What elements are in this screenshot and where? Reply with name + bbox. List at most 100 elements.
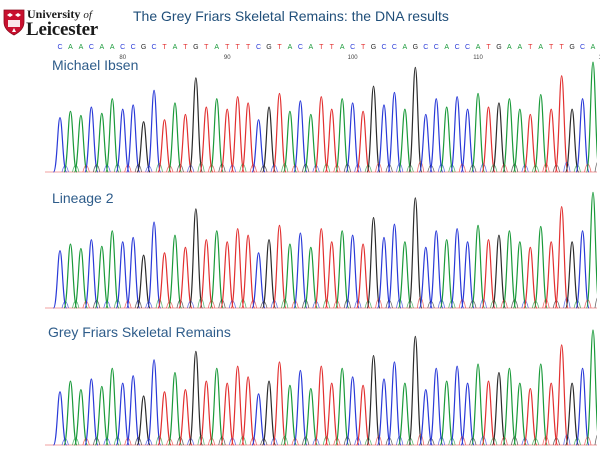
base-letter: A: [308, 44, 313, 51]
background-peak: [416, 296, 425, 309]
peak-C: [52, 116, 68, 173]
peak-C: [115, 241, 130, 309]
logo-leicester-text: Leicester: [26, 19, 99, 40]
background-peak: [134, 437, 143, 446]
peak-A: [282, 110, 297, 173]
page-title: The Grey Friars Skeletal Remains: the DN…: [133, 8, 449, 24]
background-peak: [542, 163, 550, 173]
background-peak: [197, 435, 205, 446]
peak-G: [136, 254, 151, 309]
background-peak: [437, 299, 446, 309]
peak-T: [157, 119, 172, 173]
position-tick-label: 100: [348, 55, 359, 61]
peak-A: [512, 108, 527, 173]
peak-G: [136, 121, 151, 173]
peak-T: [324, 108, 339, 173]
background-peak: [301, 436, 310, 446]
base-letter: A: [538, 44, 543, 51]
background-peak: [594, 161, 597, 173]
base-letter: T: [528, 44, 533, 51]
background-peak: [113, 163, 122, 173]
peak-C: [460, 241, 475, 309]
peak-T: [272, 361, 287, 446]
peak-C: [450, 228, 465, 309]
base-letter: A: [288, 44, 293, 51]
background-peak: [197, 162, 205, 173]
peak-C: [429, 230, 444, 309]
peak-G: [188, 77, 203, 173]
peak-T: [544, 382, 559, 446]
base-letter: C: [350, 44, 355, 51]
peak-G: [366, 354, 381, 446]
peak-T: [356, 384, 371, 446]
peak-T: [220, 382, 235, 446]
base-letter: A: [444, 44, 449, 51]
background-peak: [375, 298, 383, 309]
peak-T: [481, 380, 496, 446]
peak-A: [63, 243, 78, 309]
background-peak: [458, 299, 466, 309]
peak-A: [63, 380, 78, 446]
peak-G: [188, 350, 203, 446]
peak-T: [199, 106, 214, 173]
peak-C: [126, 104, 141, 173]
peak-T: [241, 376, 256, 446]
background-peak: [134, 299, 143, 309]
peak-C: [146, 221, 162, 309]
peak-A: [512, 382, 527, 446]
peak-A: [533, 225, 548, 309]
peak-C: [293, 232, 308, 309]
background-peak: [354, 299, 362, 309]
peak-T: [314, 96, 329, 173]
peak-G: [565, 382, 580, 446]
background-peak: [72, 164, 80, 173]
peak-G: [261, 380, 277, 446]
base-letter: T: [277, 44, 282, 51]
background-peak: [343, 436, 352, 446]
background-peak: [437, 436, 446, 446]
base-letter: C: [423, 44, 428, 51]
peak-C: [376, 236, 392, 309]
peak-C: [345, 376, 360, 446]
peak-A: [282, 384, 297, 446]
peak-A: [335, 230, 350, 309]
peak-C: [146, 359, 162, 446]
peak-C: [84, 239, 99, 309]
peak-A: [282, 243, 297, 309]
background-peak: [396, 163, 404, 173]
peak-A: [167, 102, 183, 173]
background-peak: [239, 299, 247, 309]
peak-C: [376, 378, 392, 446]
peak-A: [397, 382, 412, 446]
base-letter: T: [204, 44, 209, 51]
peak-T: [178, 389, 193, 446]
peak-G: [408, 197, 423, 309]
peak-A: [105, 230, 120, 309]
base-letter: A: [214, 44, 219, 51]
background-peak: [542, 436, 550, 446]
peak-T: [178, 246, 193, 309]
background-peak: [155, 298, 163, 309]
base-letter: A: [591, 44, 596, 51]
peak-T: [554, 75, 569, 173]
peak-C: [251, 393, 266, 446]
peak-A: [397, 241, 412, 309]
base-letter: A: [340, 44, 345, 51]
background-peak: [322, 299, 331, 309]
peak-T: [220, 108, 235, 173]
base-letter: A: [173, 44, 178, 51]
peak-A: [502, 367, 517, 446]
peak-A: [439, 106, 454, 173]
background-peak: [322, 436, 331, 446]
base-letter: G: [193, 44, 198, 51]
peak-C: [251, 119, 266, 173]
base-letter: A: [507, 44, 512, 51]
peak-T: [230, 365, 245, 446]
base-letter: G: [413, 44, 418, 51]
background-peak: [249, 299, 257, 309]
base-letter: C: [298, 44, 303, 51]
background-peak: [218, 436, 226, 446]
peak-T: [178, 113, 193, 173]
chromatogram-grey-friars: [45, 329, 597, 446]
peak-T: [314, 365, 329, 446]
